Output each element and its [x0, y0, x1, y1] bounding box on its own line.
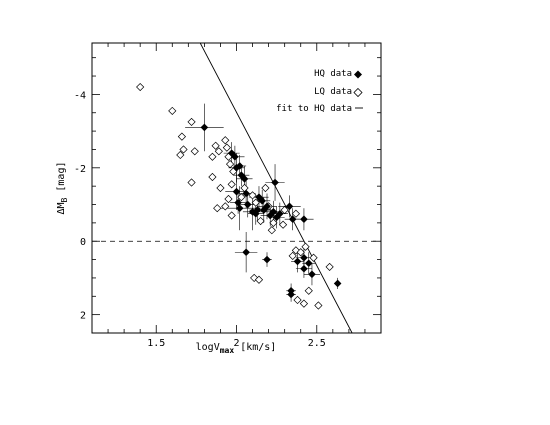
hq-data-point	[293, 257, 302, 266]
hq-data-point	[288, 215, 297, 224]
lq-data-point	[278, 220, 288, 229]
hq-data-point	[333, 279, 342, 288]
hq-data-point	[234, 198, 242, 207]
y-tick-label: 0	[80, 237, 86, 248]
legend-marker-lq	[353, 87, 363, 98]
lq-data-point	[288, 251, 297, 261]
lq-data-point	[224, 194, 233, 204]
x-tick-label: 1.5	[147, 338, 165, 349]
hq-data-point	[276, 209, 284, 218]
lq-data-point	[309, 253, 318, 262]
lq-data-point	[251, 198, 260, 207]
y-tick-label: -2	[74, 164, 86, 175]
hq-data-point	[251, 209, 260, 218]
lq-data-point	[291, 246, 301, 255]
hq-points	[200, 123, 342, 299]
hq-data-point	[200, 123, 209, 132]
legend-label-hq: HQ data	[314, 69, 352, 79]
lq-data-point	[179, 145, 188, 154]
hq-data-point	[242, 248, 250, 257]
lq-data-point	[176, 150, 185, 160]
lq-data-point	[216, 183, 225, 193]
hq-data-point	[263, 255, 271, 264]
hq-data-point	[271, 178, 279, 187]
lq-data-point	[221, 202, 230, 211]
tick-labels: 1.5 2 2.5 -4 -2 0 2	[74, 90, 326, 349]
legend: HQ data LQ data fit to HQ data	[276, 69, 363, 114]
lq-data-point	[304, 286, 313, 295]
lq-data-point	[208, 152, 217, 161]
hq-data-point	[285, 202, 294, 211]
lq-data-point	[261, 183, 270, 193]
lq-data-point	[208, 172, 217, 182]
hq-data-point	[235, 204, 244, 212]
x-tick-label: 2.5	[308, 338, 326, 349]
lq-data-point	[314, 301, 323, 310]
hq-data-point	[258, 197, 266, 205]
lq-data-point	[301, 242, 310, 251]
hq-data-point	[263, 202, 271, 211]
lq-data-point	[136, 82, 145, 92]
lq-data-point	[267, 226, 276, 235]
hq-data-point	[240, 175, 249, 183]
lq-data-point	[296, 248, 305, 257]
lq-data-point	[213, 204, 222, 213]
lq-data-point	[293, 295, 302, 305]
hq-data-point	[304, 259, 313, 268]
lq-data-point	[187, 117, 196, 127]
hq-data-point	[308, 270, 316, 279]
lq-data-point	[256, 216, 265, 226]
lq-data-point	[291, 209, 301, 218]
hq-data-point	[272, 213, 281, 222]
hq-data-point	[237, 171, 246, 179]
hq-data-point	[243, 200, 252, 209]
lq-data-point	[248, 191, 257, 200]
hq-data-point	[300, 215, 308, 224]
legend-marker-hq	[354, 70, 362, 79]
lq-data-point	[211, 141, 220, 150]
hq-data-point	[242, 189, 250, 198]
lq-data-point	[280, 205, 289, 215]
axis-ticks	[91, 43, 382, 334]
lq-data-point	[237, 193, 246, 202]
lq-data-point	[299, 299, 309, 308]
hq-data-point	[253, 206, 262, 214]
lq-data-point	[250, 273, 259, 283]
lq-data-point	[168, 106, 177, 116]
hq-data-point	[287, 290, 295, 299]
lq-data-point	[325, 262, 334, 272]
lq-data-point	[227, 180, 236, 189]
y-tick-label: 2	[80, 311, 86, 322]
hq-data-point	[235, 162, 244, 170]
x-tick-label: 2	[233, 338, 239, 349]
hq-data-point	[300, 253, 308, 262]
lq-data-point	[225, 160, 235, 169]
lq-data-point	[190, 147, 199, 156]
lq-data-point	[221, 136, 230, 145]
lq-data-point	[269, 218, 278, 227]
legend-label-fit: fit to HQ data	[276, 104, 352, 114]
hq-data-point	[248, 208, 257, 216]
hq-data-point	[231, 152, 239, 161]
lq-data-point	[214, 147, 223, 156]
lq-data-point	[187, 178, 196, 187]
hq-data-point	[259, 206, 268, 214]
lq-data-point	[254, 275, 264, 284]
x-axis-label: logVmax [km/s]	[196, 342, 277, 355]
lq-data-point	[240, 183, 249, 193]
y-axis-label: ΔMB [mag]	[56, 162, 69, 215]
hq-data-point	[300, 264, 308, 273]
lq-points	[136, 82, 334, 310]
hq-data-point	[232, 187, 241, 196]
hq-data-point	[269, 208, 278, 216]
y-tick-label: -4	[74, 90, 86, 101]
lq-data-point	[227, 211, 236, 220]
lq-data-point	[222, 143, 231, 152]
plot-area	[92, 43, 381, 333]
legend-label-lq: LQ data	[314, 87, 352, 97]
hq-data-point	[227, 149, 236, 157]
lq-data-point	[177, 132, 187, 141]
